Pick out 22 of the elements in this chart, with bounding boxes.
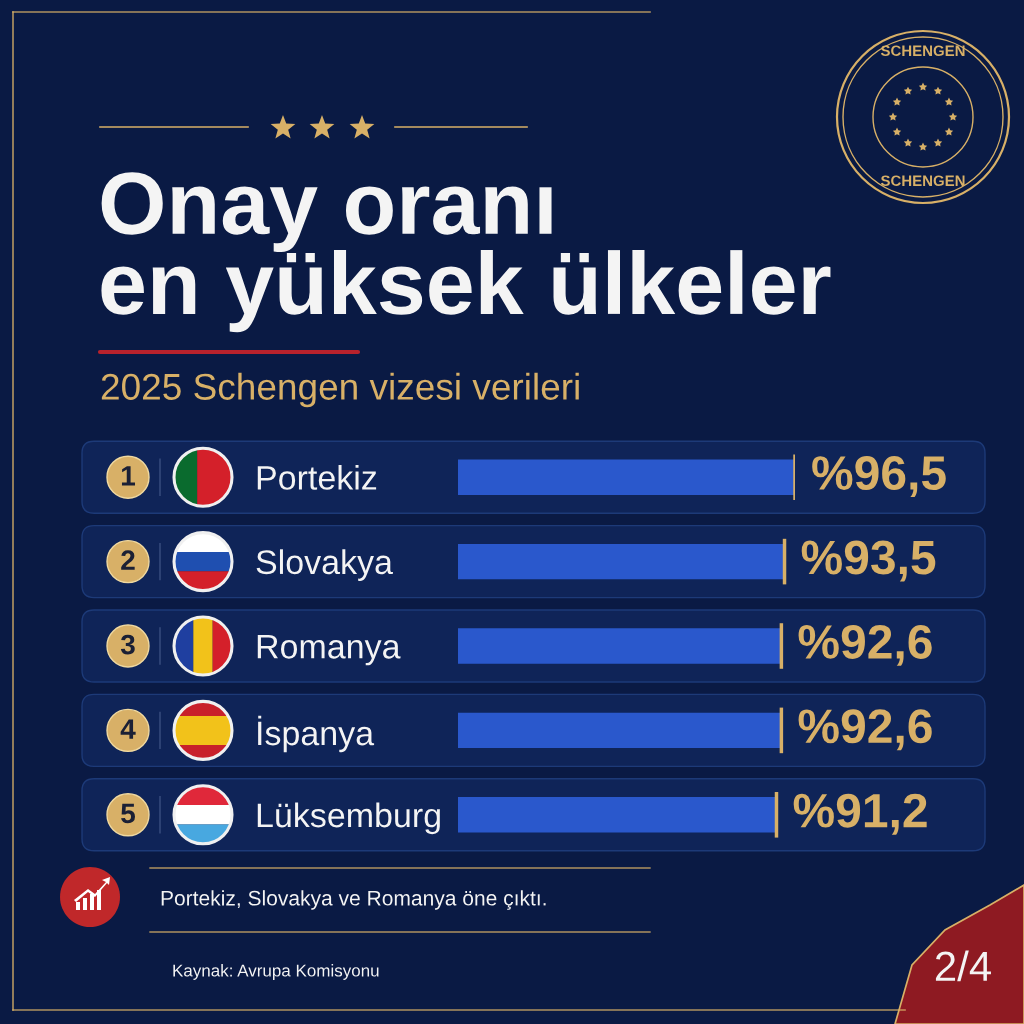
y-tick-label: Slovakya — [256, 549, 393, 581]
data-label: %93,5 — [801, 540, 936, 582]
data-label: %91,2 — [793, 793, 927, 835]
data-label: %92,6 — [798, 709, 932, 751]
text: 3 — [120, 634, 135, 655]
text: Kaynak: Avrupa Komisyonu — [173, 964, 379, 980]
y-tick-label: Lüksemburg — [257, 802, 440, 835]
text: 4 — [120, 719, 136, 739]
y-tick-label: İspanya — [258, 715, 375, 753]
y-tick-label: Romanya — [257, 634, 401, 666]
y-tick-label: Portekiz — [257, 464, 377, 490]
data-label: %92,6 — [798, 624, 932, 666]
text: 5 — [121, 803, 136, 824]
text: SCHENGEN — [880, 175, 965, 187]
data-label: %96,5 — [812, 456, 946, 498]
text: Portekiz, Slovakya ve Romanya öne çıktı. — [161, 890, 546, 910]
chart-title: Onay oranı en yüksek ülkeler — [101, 172, 831, 333]
text: 2/4 — [935, 950, 991, 982]
text: 2 — [121, 550, 135, 570]
text: SCHENGEN — [880, 45, 965, 57]
chart-subtitle: 2025 Schengen vizesi verileri — [101, 372, 579, 408]
text: 1 — [121, 466, 136, 486]
